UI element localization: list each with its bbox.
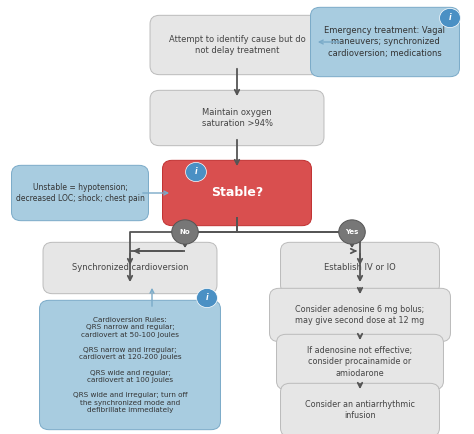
Text: Stable?: Stable?	[211, 187, 263, 200]
Circle shape	[186, 162, 207, 181]
Text: Unstable = hypotension;
decreased LOC; shock; chest pain: Unstable = hypotension; decreased LOC; s…	[16, 183, 145, 203]
Circle shape	[172, 220, 198, 244]
FancyBboxPatch shape	[281, 242, 439, 294]
FancyBboxPatch shape	[163, 160, 311, 226]
Circle shape	[339, 220, 365, 244]
FancyBboxPatch shape	[39, 300, 220, 430]
Text: Synchronized cardioversion: Synchronized cardioversion	[72, 263, 188, 273]
Circle shape	[439, 8, 460, 27]
FancyBboxPatch shape	[150, 90, 324, 146]
FancyBboxPatch shape	[270, 288, 450, 342]
Text: i: i	[449, 13, 451, 23]
FancyBboxPatch shape	[43, 242, 217, 294]
FancyBboxPatch shape	[310, 7, 459, 77]
FancyBboxPatch shape	[150, 15, 324, 75]
Text: Yes: Yes	[346, 229, 359, 235]
Text: Consider an antiarrhythmic
infusion: Consider an antiarrhythmic infusion	[305, 400, 415, 420]
Text: i: i	[206, 293, 208, 302]
Text: Attempt to identify cause but do
not delay treatment: Attempt to identify cause but do not del…	[169, 35, 305, 55]
Text: If adenosine not effective;
consider procainamide or
amiodarone: If adenosine not effective; consider pro…	[307, 346, 413, 378]
Text: i: i	[195, 168, 197, 177]
Text: Cardioversion Rules:
QRS narrow and regular;
cardiovert at 50-100 Joules

QRS na: Cardioversion Rules: QRS narrow and regu…	[73, 317, 187, 413]
Text: Consider adenosine 6 mg bolus;
may give second dose at 12 mg: Consider adenosine 6 mg bolus; may give …	[295, 305, 425, 325]
FancyBboxPatch shape	[11, 165, 148, 220]
Text: Emergency treatment: Vagal
maneuvers; synchronized
cardioversion; medications: Emergency treatment: Vagal maneuvers; sy…	[325, 26, 446, 58]
Circle shape	[197, 289, 218, 308]
FancyBboxPatch shape	[276, 334, 444, 390]
Text: Maintain oxygen
saturation >94%: Maintain oxygen saturation >94%	[201, 108, 273, 128]
FancyBboxPatch shape	[281, 383, 439, 434]
Text: Establish IV or IO: Establish IV or IO	[324, 263, 396, 273]
Text: No: No	[180, 229, 191, 235]
